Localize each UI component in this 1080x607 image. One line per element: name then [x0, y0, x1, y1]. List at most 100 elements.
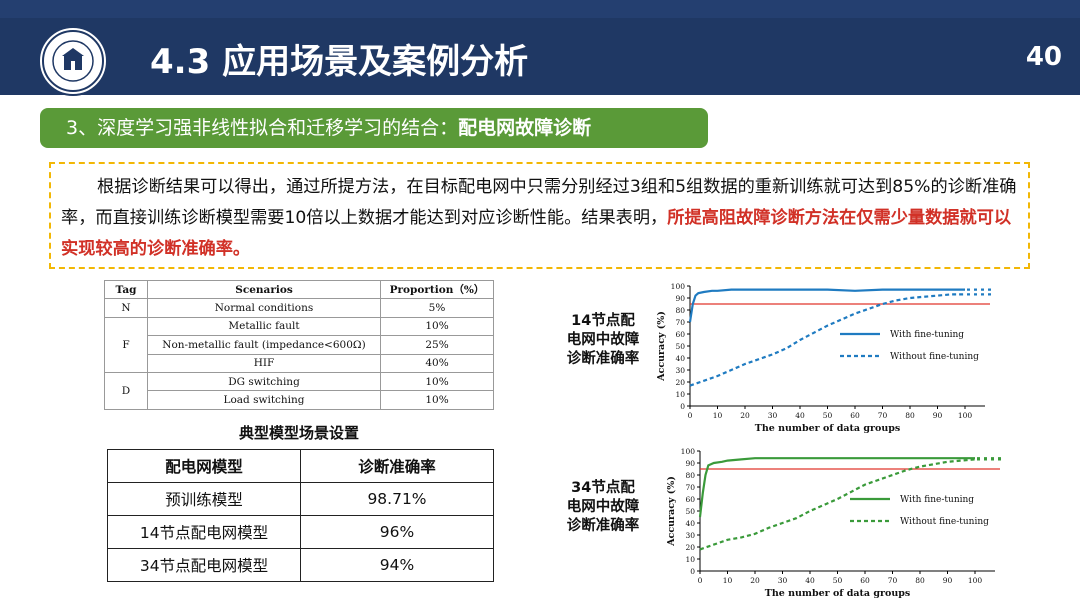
- y-tick-label: 20: [685, 543, 695, 552]
- y-tick-label: 50: [675, 342, 685, 351]
- table-row: N Normal conditions 5%: [104, 298, 494, 318]
- y-tick-label: 80: [675, 306, 685, 315]
- series-without-fine-tuning: [699, 458, 976, 551]
- series-without-fine-tuning: [689, 293, 965, 387]
- section-number-label: 3、深度学习强非线性拟合和迁移学习的结合：: [66, 117, 459, 139]
- y-tick-label: 60: [685, 495, 695, 504]
- y-tick-label: 30: [685, 531, 695, 540]
- header-cell: Scenarios: [147, 279, 381, 300]
- y-tick-label: 70: [675, 318, 685, 327]
- x-tick-label: 10: [713, 411, 723, 420]
- page-number: 40: [1025, 42, 1062, 72]
- accuracy-chart-34-node: 0 10 20 30 40 50 60 70 80 90 100 0 10 20 30 40 50 60 70 80 9…: [666, 447, 1003, 599]
- accuracy-table-header: 配电网模型 诊断准确率: [107, 449, 494, 483]
- summary-highlight: 所提高阻故障诊断方法在仅需少量数据就可以实现较高的诊断准确率。: [61, 208, 1012, 259]
- scenario-cell: DG switching: [147, 371, 381, 392]
- header-bar: 4.3 应用场景及案例分析 40: [0, 0, 1080, 96]
- scenario-table-header: Tag Scenarios Proportion（%）: [104, 279, 494, 300]
- scenario-table-caption: 典型模型场景设置: [238, 424, 359, 442]
- y-tick-label: 0: [680, 402, 685, 411]
- y-axis-label: Accuracy (%): [666, 476, 677, 547]
- y-tick-label: 90: [675, 294, 685, 303]
- x-tick-label: 0: [698, 576, 703, 585]
- legend-label: Without fine-tuning: [890, 352, 979, 362]
- x-tick-label: 60: [850, 411, 860, 420]
- y-axis-label: Accuracy (%): [656, 311, 667, 382]
- scenario-cell: Load switching: [147, 390, 381, 410]
- tag-cell: N: [104, 298, 148, 318]
- header-cell: 诊断准确率: [300, 449, 494, 483]
- series-with-fine-tuning: [698, 457, 975, 518]
- x-tick-label: 60: [860, 576, 870, 585]
- tag-cell: F: [104, 316, 148, 373]
- summary-text: 根据诊断结果可以得出，通过所提方法，在目标配电网中只需分别经过3组和5组数据的重…: [61, 177, 1017, 228]
- x-tick-label: 90: [943, 576, 953, 585]
- table-row: HIF 40%: [105, 353, 494, 373]
- y-tick-label: 40: [685, 519, 695, 528]
- y-tick-label: 100: [681, 447, 696, 456]
- x-axis-label: The number of data groups: [755, 423, 900, 434]
- legend-label: With fine-tuning: [900, 495, 974, 505]
- proportion-cell: 10%: [380, 390, 494, 410]
- logo-emblem: [42, 30, 104, 92]
- x-tick-label: 80: [905, 411, 915, 420]
- scenario-table: Tag Scenarios Proportion（%） N Normal con…: [104, 279, 494, 410]
- accuracy-table: 配电网模型 诊断准确率 预训练模型 98.71% 14节点配电网模型 96% 3…: [107, 449, 494, 582]
- model-cell: 34节点配电网模型: [107, 548, 301, 582]
- x-tick-label: 40: [795, 411, 805, 420]
- page-title: 4.3 应用场景及案例分析: [150, 42, 529, 82]
- x-tick-label: 30: [768, 411, 778, 420]
- x-tick-label: 70: [878, 411, 888, 420]
- model-cell: 预训练模型: [107, 482, 301, 516]
- y-tick-label: 60: [675, 330, 685, 339]
- scenario-cell: Metallic fault: [147, 316, 381, 337]
- x-tick-label: 10: [723, 576, 733, 585]
- model-cell: 14节点配电网模型: [107, 515, 301, 549]
- header-cell: 配电网模型: [107, 449, 301, 483]
- y-tick-label: 0: [690, 567, 695, 576]
- y-tick-label: 80: [685, 471, 695, 480]
- table-row: 34节点配电网模型 94%: [107, 548, 494, 582]
- table-row: Non-metallic fault (impedance<600Ω) 25%: [105, 335, 494, 355]
- y-tick-label: 90: [685, 459, 695, 468]
- chart-caption: 34节点配电网中故障诊断准确率: [566, 480, 640, 534]
- accuracy-cell: 96%: [300, 515, 494, 549]
- tag-cell: D: [104, 371, 148, 410]
- table-row: F Metallic fault 10%: [104, 316, 494, 373]
- x-tick-label: 70: [888, 576, 898, 585]
- y-tick-label: 100: [671, 282, 686, 291]
- y-tick-label: 20: [675, 378, 685, 387]
- proportion-cell: 5%: [380, 298, 494, 318]
- accuracy-chart-14-node: 0 10 20 30 40 50 60 70 80 90 100 0 10 20 30 40 50 60 70 80 9…: [656, 282, 993, 434]
- y-tick-label: 10: [675, 390, 685, 399]
- proportion-cell: 10%: [380, 371, 494, 392]
- x-tick-label: 100: [968, 576, 983, 585]
- university-logo: [38, 26, 108, 96]
- header-band: [0, 0, 1080, 18]
- table-row: 预训练模型 98.71%: [107, 482, 494, 516]
- accuracy-cell: 98.71%: [300, 482, 494, 516]
- accuracy-cell: 94%: [300, 548, 494, 582]
- section-topic-label: 配电网故障诊断: [458, 117, 592, 139]
- table-row: D DG switching 10%: [104, 371, 494, 410]
- x-axis-label: The number of data groups: [765, 588, 910, 599]
- series-with-fine-tuning: [688, 288, 965, 323]
- legend-label: Without fine-tuning: [900, 517, 989, 527]
- x-tick-label: 0: [688, 411, 693, 420]
- x-tick-label: 20: [740, 411, 750, 420]
- table-row: 14节点配电网模型 96%: [107, 515, 494, 549]
- y-tick-label: 50: [685, 507, 695, 516]
- proportion-cell: 25%: [380, 335, 494, 355]
- scenario-cell: Non-metallic fault (impedance<600Ω): [147, 335, 381, 355]
- table-row: Load switching 10%: [105, 390, 494, 410]
- x-tick-label: 50: [833, 576, 843, 585]
- x-tick-label: 90: [933, 411, 943, 420]
- chart-caption: 14节点配电网中故障诊断准确率: [566, 313, 640, 367]
- proportion-cell: 40%: [380, 353, 494, 373]
- summary-box: 根据诊断结果可以得出，通过所提方法，在目标配电网中只需分别经过3组和5组数据的重…: [49, 162, 1030, 269]
- x-tick-label: 50: [823, 411, 833, 420]
- header-cell: Tag: [104, 279, 148, 300]
- proportion-cell: 10%: [380, 316, 494, 337]
- y-tick-label: 10: [685, 555, 695, 564]
- scenario-cell: Normal conditions: [147, 298, 381, 318]
